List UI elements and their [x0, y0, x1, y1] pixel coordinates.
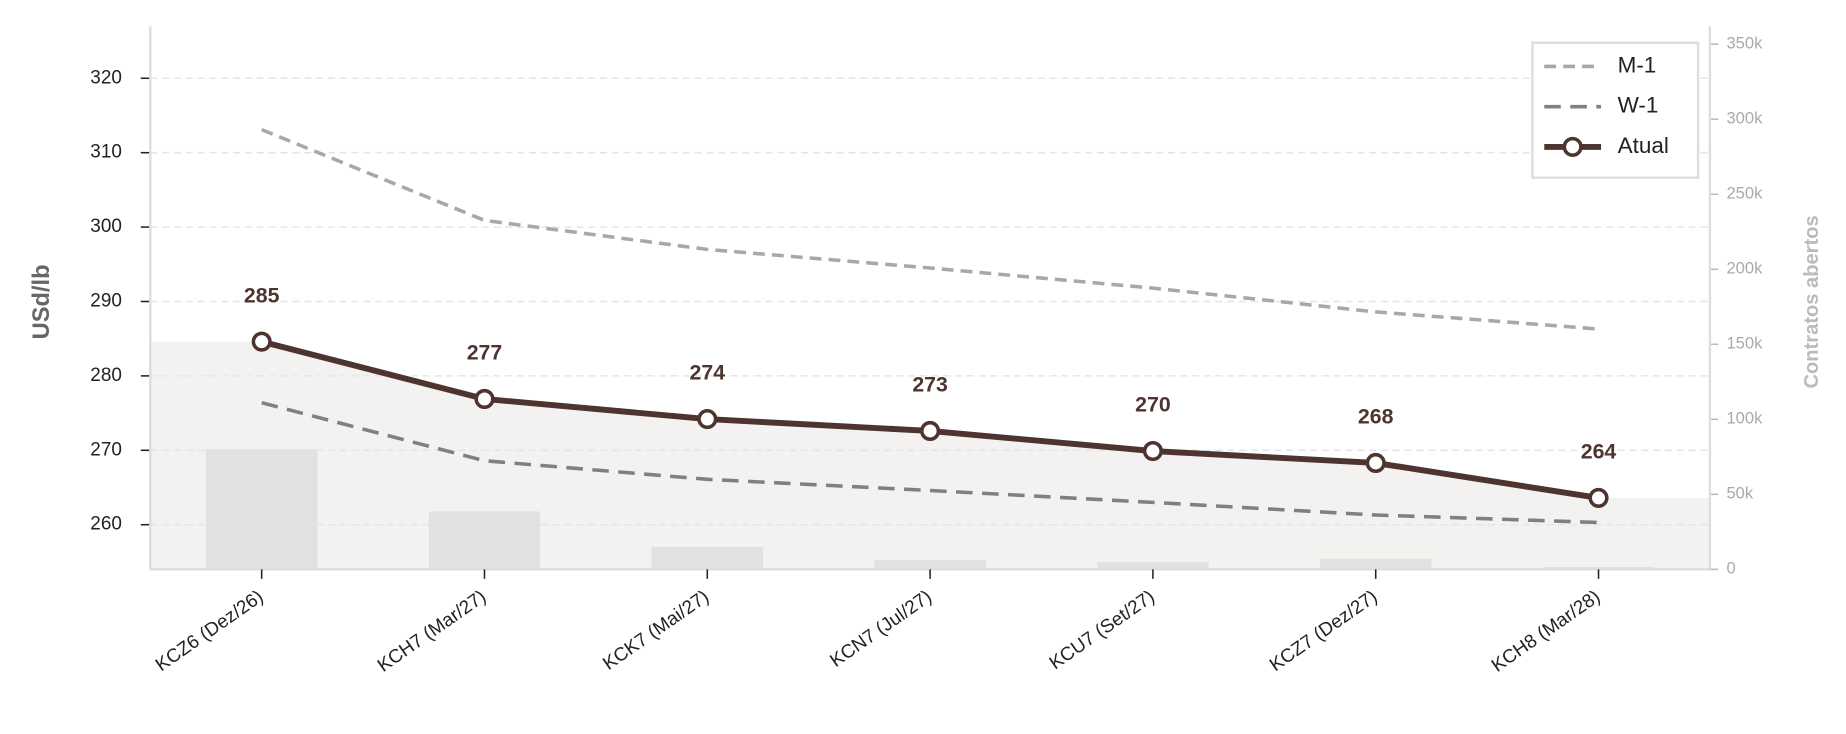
value-label: 277 [467, 341, 503, 365]
y2-tick-label: 50k [1726, 484, 1753, 503]
legend-label: Atual [1618, 133, 1669, 158]
point [474, 388, 495, 410]
y-tick-label: 260 [90, 514, 122, 535]
legend-box [1531, 41, 1700, 179]
point [1365, 452, 1386, 474]
x-tick-label: KCH7 (Mar/27) [374, 586, 490, 676]
y2-tick-label: 0 [1726, 559, 1735, 578]
bar [1320, 558, 1432, 570]
value-label: 270 [1135, 393, 1171, 417]
y-tick-label: 320 [90, 67, 122, 88]
point [697, 408, 718, 430]
bar [428, 511, 541, 570]
y2-tick-label: 350k [1726, 34, 1763, 53]
x-tick-label: KCN7 (Jul/27) [826, 586, 935, 671]
y-tick-label: 310 [90, 142, 122, 163]
bar [874, 559, 986, 570]
bar [651, 546, 763, 570]
y-axis-label: USd/lb [29, 264, 55, 339]
y-tick-label: 270 [90, 439, 122, 460]
y-tick-label: 280 [90, 365, 122, 386]
y2-tick-label: 250k [1726, 184, 1763, 203]
value-label: 264 [1581, 440, 1617, 464]
y2-tick-label: 200k [1726, 259, 1763, 278]
legend-marker [1562, 136, 1583, 157]
point [920, 420, 941, 442]
point [251, 331, 272, 352]
value-label: 268 [1358, 405, 1394, 429]
line [261, 400, 1599, 525]
x-tick-label: KCH8 (Mar/28) [1488, 586, 1604, 676]
y2-tick-label: 150k [1726, 334, 1763, 353]
x-tick-label: KCU7 (Set/27) [1046, 586, 1159, 674]
bar [1097, 562, 1209, 570]
x-tick-label: KCK7 (Mai/27) [599, 586, 713, 674]
y2-tick-label: 300k [1726, 109, 1763, 128]
legend-label: W-1 [1618, 93, 1659, 118]
point [1588, 487, 1609, 508]
x-tick-label: KCZ6 (Dez/26) [152, 586, 267, 676]
x-tick-label: KCZ7 (Dez/27) [1266, 586, 1381, 676]
value-label: 274 [690, 361, 726, 385]
y-tick-label: 300 [90, 216, 122, 237]
value-label: 273 [912, 373, 948, 397]
bar [205, 449, 318, 570]
y2-axis-label: Contratos abertos [1801, 215, 1823, 388]
point [1142, 440, 1163, 462]
y-tick-label: 290 [90, 290, 122, 311]
bar [1542, 566, 1655, 570]
legend-label: M-1 [1618, 52, 1657, 77]
y2-tick-label: 100k [1726, 409, 1763, 428]
value-label: 285 [244, 283, 280, 307]
line [261, 127, 1599, 331]
